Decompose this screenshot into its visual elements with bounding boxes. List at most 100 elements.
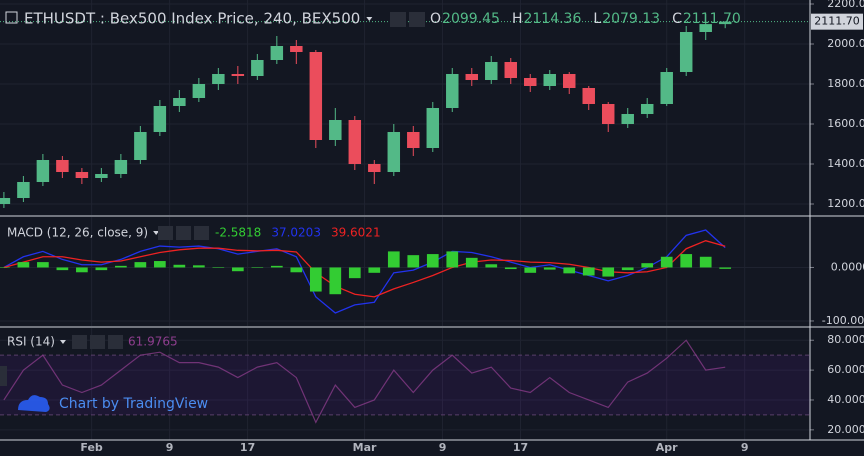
- histogram-bar: [426, 254, 439, 268]
- histogram-bar: [621, 267, 634, 271]
- histogram-bar: [680, 254, 693, 268]
- pane-button[interactable]: [176, 226, 191, 240]
- histogram-bar: [17, 262, 30, 268]
- candle-body: [309, 52, 323, 140]
- x-tick-label: Feb: [80, 441, 103, 454]
- histogram-bar: [37, 262, 49, 268]
- legend-value: 2111.70: [683, 11, 741, 27]
- candle-body: [329, 120, 342, 140]
- candle-body: [95, 174, 108, 178]
- histogram-bar: [602, 267, 615, 277]
- pane-button[interactable]: [108, 335, 123, 349]
- histogram-bar: [251, 267, 264, 268]
- dropdown-arrow[interactable]: [366, 17, 373, 21]
- y-tick-label: 0.0000: [831, 260, 864, 273]
- watermark[interactable]: Chart by TradingView: [59, 396, 208, 412]
- candle-body: [621, 114, 634, 124]
- candle-body: [114, 160, 128, 174]
- y-tick-label: 80.0000: [827, 333, 864, 346]
- candle-body: [387, 132, 401, 172]
- rsi-line: [3, 339, 726, 424]
- histogram-bar: [582, 267, 595, 276]
- y-tick-label: 20.0000: [827, 423, 864, 436]
- legend-value: 2099.45: [442, 11, 500, 27]
- x-tick-label: Apr: [656, 441, 678, 454]
- candle-body: [563, 74, 576, 88]
- candle-body: [153, 106, 167, 132]
- candle-body: [290, 46, 303, 52]
- candle-body: [56, 160, 69, 172]
- candle-body: [75, 172, 89, 178]
- menu-icon[interactable]: [5, 11, 18, 24]
- histogram-bar: [446, 251, 459, 268]
- histogram-bar: [290, 267, 303, 273]
- header-button[interactable]: [390, 12, 406, 27]
- candle-body: [699, 24, 712, 32]
- y-tick-label: 1200.00: [827, 197, 864, 210]
- pane-button[interactable]: [90, 335, 105, 349]
- legend-key: H: [512, 11, 523, 27]
- legend-key: O: [430, 11, 441, 27]
- y-tick-label: 40.0000: [827, 393, 864, 406]
- histogram-bar: [563, 267, 576, 274]
- macd-line: [3, 229, 726, 314]
- histogram-bar: [543, 267, 556, 270]
- histogram-bar: [465, 257, 478, 268]
- histogram-bar: [485, 264, 498, 268]
- y-tick-label: 2200.00: [827, 0, 864, 10]
- histogram-bar: [699, 256, 712, 268]
- histogram-bar: [134, 262, 147, 268]
- header-button[interactable]: [409, 12, 425, 27]
- last-price-label: 2111.70: [814, 15, 860, 28]
- dropdown-arrow[interactable]: [153, 231, 160, 235]
- pane-title: MACD (12, 26, close, 9): [7, 226, 148, 240]
- candle-body: [348, 120, 362, 164]
- side-toggle[interactable]: [0, 366, 7, 386]
- candle-body: [426, 108, 440, 148]
- legend-key: C: [672, 11, 682, 27]
- histogram-bar: [641, 263, 654, 268]
- candle-body: [134, 132, 147, 160]
- rsi-band: [0, 355, 810, 415]
- candle-body: [368, 164, 381, 172]
- pane-value: -2.5818: [215, 226, 261, 240]
- histogram-bar: [231, 267, 244, 272]
- candle-body: [173, 98, 186, 106]
- histogram-bar: [56, 267, 69, 271]
- candle-body: [504, 62, 517, 78]
- histogram-bar: [407, 255, 420, 268]
- histogram-bar: [76, 267, 88, 273]
- histogram-bar: [719, 267, 732, 269]
- histogram-bar: [0, 267, 10, 268]
- y-tick-label: 1400.00: [827, 157, 864, 170]
- candle-body: [251, 60, 264, 76]
- histogram-bar: [368, 267, 381, 273]
- pane-button[interactable]: [158, 226, 173, 240]
- histogram-bar: [192, 265, 205, 268]
- pane-button[interactable]: [194, 226, 209, 240]
- candle-body: [231, 74, 245, 76]
- candle-body: [212, 74, 225, 84]
- y-tick-label: 1800.00: [827, 77, 864, 90]
- pane-title: RSI (14): [7, 335, 55, 349]
- dropdown-arrow[interactable]: [59, 340, 66, 344]
- candle-body: [660, 72, 673, 104]
- histogram-bar: [154, 261, 166, 268]
- histogram-bar: [348, 267, 361, 279]
- pane-value: 39.6021: [331, 226, 381, 240]
- candle-body: [446, 74, 459, 108]
- histogram-bar: [270, 265, 283, 268]
- histogram-bar: [212, 267, 225, 268]
- x-tick-label: 9: [166, 441, 174, 454]
- tradingview-logo: [18, 395, 50, 412]
- candle-body: [36, 160, 50, 182]
- pane-button[interactable]: [72, 335, 87, 349]
- candle-body: [601, 104, 615, 124]
- y-tick-label: 60.0000: [827, 363, 864, 376]
- legend-key: L: [593, 11, 601, 27]
- x-tick-label: 17: [513, 441, 528, 454]
- pane-value: 61.9765: [128, 335, 178, 349]
